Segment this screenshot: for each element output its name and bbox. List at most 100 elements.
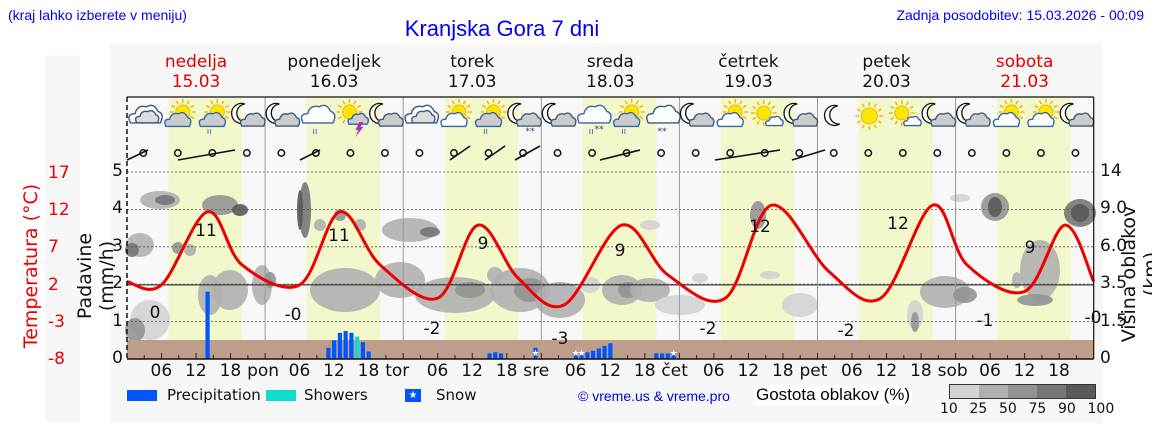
page-title: Kranjska Gora 7 dni: [404, 16, 600, 41]
day-short-label: pet: [799, 361, 828, 381]
wind-barb-icon: [299, 149, 321, 161]
wind-calm-icon: [242, 149, 251, 157]
temperature-tick: -8: [48, 349, 65, 369]
cloud-density-patch: [655, 295, 705, 315]
wind-barb-icon: [714, 149, 781, 161]
precipitation-bar: [602, 345, 607, 359]
precipitation-bar: [671, 353, 676, 359]
precipitation-bar: [326, 347, 331, 359]
partly-sunny-icon: [164, 99, 196, 128]
moon-cloud-icon: [921, 102, 957, 127]
snow-legend-label: Snow: [436, 386, 477, 404]
precipitation-bar: [590, 350, 596, 359]
wind-calm-icon: [933, 149, 942, 157]
wind-calm-icon: [277, 149, 286, 157]
temp-max-label: 9: [478, 234, 489, 254]
day-short-label: sob: [937, 361, 968, 381]
snow-star-icon: ★: [572, 349, 580, 359]
cloud-density-patch: [640, 220, 660, 230]
moon-cloud-icon: [783, 102, 819, 127]
cloud-density-patch: [455, 282, 485, 298]
sun-cloud-rain-icon: ıı: [474, 99, 507, 137]
hour-label: 12: [323, 361, 345, 381]
wind-calm-icon: [346, 149, 355, 157]
wind-calm-icon: [450, 149, 458, 157]
sun-cloud-icon: [440, 99, 472, 128]
temperature-line: [126, 203, 1096, 309]
day-label-19.03: četrtek 19.03: [718, 52, 779, 92]
precipitation-tick: 3: [112, 235, 123, 256]
wind-barb-icon: [449, 145, 471, 161]
precipitation-tick: 0: [112, 348, 123, 368]
sun-cloud-icon: [992, 99, 1025, 128]
cloud-rain-icon: ıı: [300, 104, 336, 137]
sun-cloud-rain-icon: ıı: [198, 99, 231, 137]
cloud-height-tick: 1.5: [1100, 310, 1128, 331]
day-label-18.03: sreda 18.03: [586, 52, 635, 92]
hour-label: 18: [219, 361, 242, 381]
temp-max-label: 11: [328, 226, 350, 246]
cloud-density-patch: [1012, 272, 1022, 288]
wind-barb-icon: [514, 145, 541, 161]
cloud-density-patch: [692, 273, 708, 283]
hour-label: 06: [564, 361, 587, 381]
daytime-band: [444, 97, 519, 359]
precipitation-bar: [498, 353, 504, 359]
wind-calm-icon: [829, 149, 838, 157]
temperature-tick: 12: [48, 200, 70, 221]
cloud-density-patch: [125, 318, 145, 342]
temp-max-label: 9: [1025, 238, 1036, 258]
cloud-density-tick: 100: [1087, 401, 1115, 417]
precipitation-bar: [355, 336, 360, 359]
moon-cloud-icon: [369, 102, 404, 127]
wind-barb-icon: [484, 145, 506, 161]
temp-min-label: -2: [424, 319, 441, 339]
copyright-link[interactable]: © vreme.us & vreme.pro: [578, 388, 730, 404]
sun-cloud-rain-icon: ıı: [612, 99, 645, 137]
hour-label: 12: [599, 361, 621, 381]
cloud-density-patch: [314, 219, 326, 231]
day-label-16.03: ponedeljek 16.03: [287, 52, 381, 92]
region-menu-hint: (kraj lahko izberete v meniju): [8, 7, 187, 23]
precipitation-tick: 1: [112, 310, 123, 331]
precipitation-tick: 2: [112, 273, 123, 294]
wind-calm-icon: [967, 149, 976, 157]
snow-swatch: ★: [405, 389, 421, 402]
showers-swatch: [266, 390, 296, 401]
day-label-17.03: torek 17.03: [447, 52, 497, 92]
day-short-label: sre: [523, 361, 550, 381]
precipitation-bar: [665, 353, 670, 359]
wind-calm-icon: [657, 149, 666, 157]
precipitation-legend-label: Precipitation: [167, 386, 261, 404]
svg-text:**: **: [526, 127, 536, 137]
wind-barb-icon: [177, 149, 236, 161]
hour-label: 18: [1048, 361, 1070, 381]
moon-cloud-snow-icon: **: [507, 102, 542, 137]
hour-label: 12: [875, 361, 898, 381]
precipitation-bar: [660, 353, 665, 359]
svg-text:ıı: ıı: [621, 127, 626, 137]
cloudy-icon: [128, 104, 163, 124]
snow-star-icon: ★: [578, 349, 586, 359]
precipitation-bar: [573, 354, 578, 359]
precipitation-bar: [343, 330, 348, 359]
sun-cloud-icon: [716, 99, 749, 128]
precipitation-bar: [360, 342, 366, 359]
wind-barb-icon: [599, 149, 641, 161]
wind-calm-icon: [415, 149, 424, 157]
day-short-label: čet: [661, 361, 688, 381]
wind-calm-icon: [588, 149, 597, 157]
temp-min-label: -1: [977, 311, 994, 331]
wind-calm-icon: [864, 149, 873, 157]
hour-label: 06: [979, 361, 1001, 381]
sun-small-cloud-icon: [750, 100, 784, 127]
cloud-density-patch: [297, 190, 303, 230]
cloud-density-patch: [202, 195, 238, 215]
temperature-tick: 7: [48, 237, 59, 258]
day-short-label: pon: [247, 361, 280, 381]
cloud-density-tick: 10: [940, 401, 958, 417]
wind-calm-icon: [380, 149, 389, 157]
day-label-20.03: petek 20.03: [862, 52, 911, 92]
cloud-height-tick: 6.0: [1100, 235, 1128, 256]
hour-label: 18: [771, 361, 794, 381]
